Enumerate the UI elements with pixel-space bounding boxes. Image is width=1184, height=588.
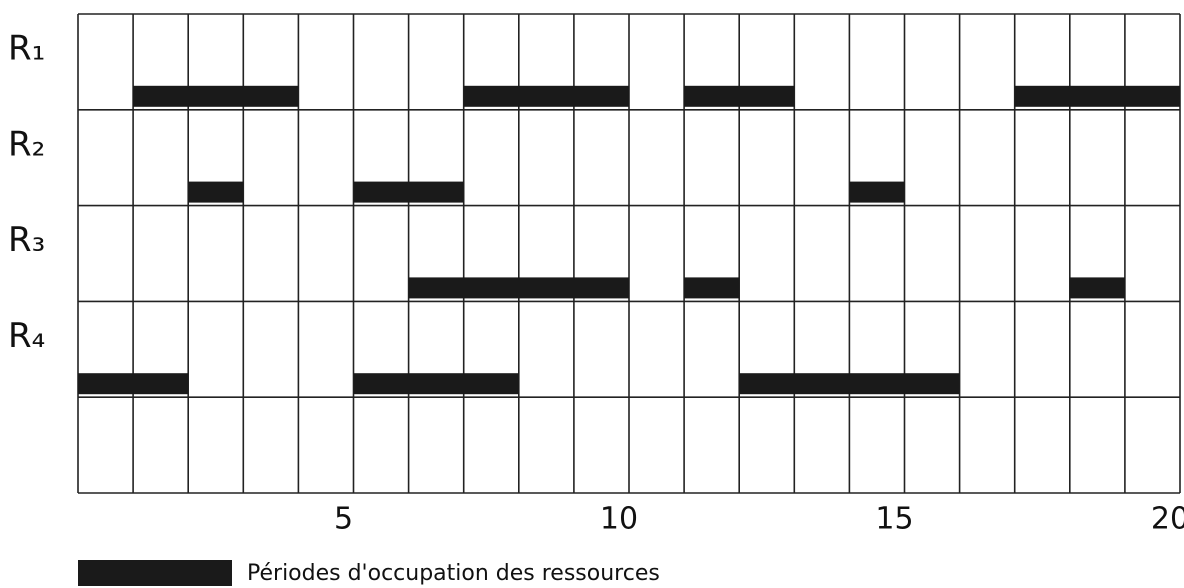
x-tick-label: 15 [875,502,913,537]
occupation-bar [684,277,740,299]
x-tick-label: 20 [1151,502,1184,537]
occupation-bar [353,373,519,395]
occupation-bar [408,277,629,299]
occupation-bar [1069,277,1125,299]
row-label: R₃ [8,220,45,260]
x-tick-label: 10 [600,502,638,537]
legend-label: Périodes d'occupation des ressources [247,561,660,586]
occupation-bar [133,85,299,107]
occupation-bar [684,85,795,107]
occupation-bar [188,181,244,203]
row-label: R₁ [8,29,45,69]
occupation-bar [739,373,960,395]
occupation-bar [849,181,905,203]
occupation-bar [353,181,464,203]
row-label: R₄ [8,316,45,356]
legend-swatch [78,560,232,586]
row-label: R₂ [8,124,45,164]
x-tick-label: 5 [334,502,353,537]
occupation-bar [463,85,629,107]
occupation-bar [1014,85,1180,107]
occupation-bar [78,373,189,395]
